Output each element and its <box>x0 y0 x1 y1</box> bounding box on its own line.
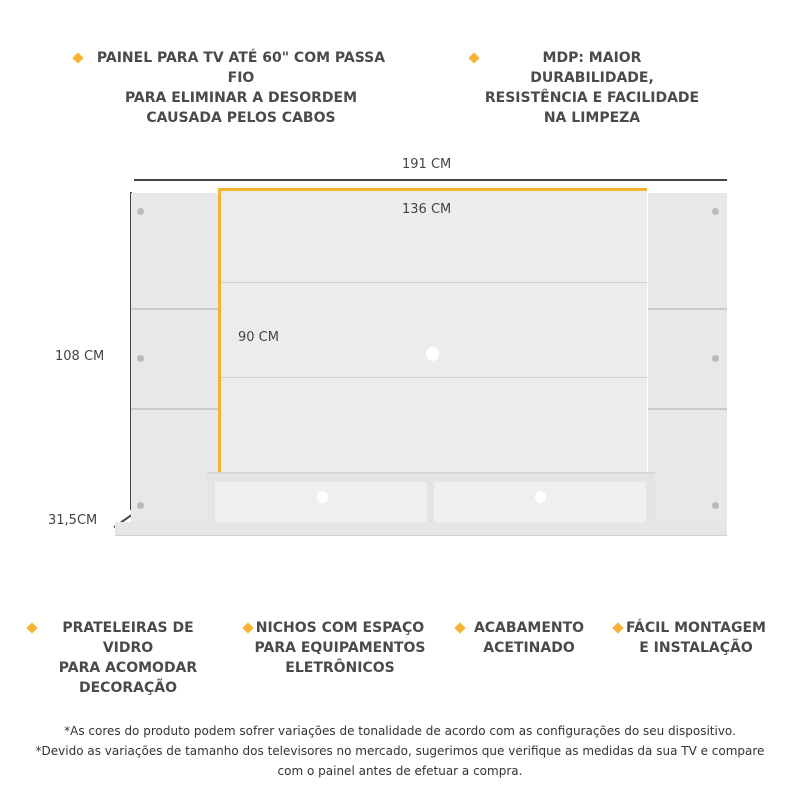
fixing-dot <box>712 208 719 215</box>
feature-line: NA LIMPEZA <box>543 110 641 126</box>
feature-line: ACETINADO <box>483 640 575 656</box>
cable-hole <box>426 347 439 361</box>
glass-shelf <box>648 308 727 310</box>
feature-finish: ACABAMENTO ACETINADO <box>454 618 588 658</box>
left-side-panel <box>131 193 219 523</box>
feature-line: PARA EQUIPAMENTOS <box>254 640 426 656</box>
feature-glass-shelves: PRATELEIRAS DE VIDRO PARA ACOMODAR DECOR… <box>26 618 218 698</box>
cable-hole <box>317 491 328 503</box>
glass-shelf <box>648 408 727 410</box>
feature-line: PARA ELIMINAR A DESORDEM <box>124 90 358 106</box>
cable-hole <box>535 491 546 503</box>
feature-cable-management: PAINEL PARA TV ATÉ 60" COM PASSA FIO PAR… <box>72 48 396 128</box>
feature-niches: NICHOS COM ESPAÇO PARA EQUIPAMENTOS ELET… <box>242 618 426 678</box>
height-panel-label: 90 CM <box>238 330 279 345</box>
base-plate <box>115 522 727 536</box>
feature-line: RESISTÊNCIA E FACILIDADE <box>484 90 700 106</box>
feature-line: ELETRÔNICOS <box>285 660 395 676</box>
console-niche-right <box>434 482 646 527</box>
diamond-bullet-icon <box>72 52 84 64</box>
glass-shelf <box>131 408 219 410</box>
disclaimer-colors: *As cores do produto podem sofrer variaç… <box>64 724 736 738</box>
depth-label: 31,5CM <box>48 513 98 528</box>
panel-seam <box>219 282 647 283</box>
diamond-bullet-icon <box>26 622 38 634</box>
panel-seam <box>219 377 647 378</box>
height-total-label: 108 CM <box>55 349 105 364</box>
width-total-label: 191 CM <box>402 157 452 172</box>
height-panel-line <box>218 188 221 473</box>
feature-mdp: MDP: MAIOR DURABILIDADE, RESISTÊNCIA E F… <box>468 48 702 128</box>
feature-line: E INSTALAÇÃO <box>639 640 753 656</box>
feature-line: NICHOS COM ESPAÇO <box>255 620 425 636</box>
console-niche-left <box>215 482 427 527</box>
feature-assembly: FÁCIL MONTAGEM E INSTALAÇÃO <box>612 618 766 658</box>
feature-line: PARA ACOMODAR <box>58 660 198 676</box>
feature-line: PAINEL PARA TV ATÉ 60" COM PASSA FIO <box>96 50 386 86</box>
width-total-line <box>134 179 727 181</box>
fixing-dot <box>712 355 719 362</box>
center-tv-panel <box>219 189 647 473</box>
feature-line: PRATELEIRAS DE VIDRO <box>62 620 194 656</box>
feature-line: DECORAÇÃO <box>79 680 177 696</box>
disclaimer-tv-size: *Devido as variações de tamanho dos tele… <box>35 744 765 758</box>
width-panel-label: 136 CM <box>402 202 452 217</box>
glass-shelf <box>131 308 219 310</box>
width-panel-line <box>219 188 647 191</box>
diamond-bullet-icon <box>612 622 624 634</box>
diamond-bullet-icon <box>454 622 466 634</box>
feature-line: MDP: MAIOR DURABILIDADE, <box>530 50 654 86</box>
feature-line: FÁCIL MONTAGEM <box>626 620 766 636</box>
fixing-dot <box>137 208 144 215</box>
feature-line: CAUSADA PELOS CABOS <box>146 110 336 126</box>
feature-line: ACABAMENTO <box>473 620 585 636</box>
fixing-dot <box>137 502 144 509</box>
disclaimer-tv-size-cont: com o painel antes de efetuar a compra. <box>277 764 523 778</box>
diamond-bullet-icon <box>468 52 480 64</box>
fixing-dot <box>137 355 144 362</box>
fixing-dot <box>712 502 719 509</box>
diamond-bullet-icon <box>242 622 254 634</box>
